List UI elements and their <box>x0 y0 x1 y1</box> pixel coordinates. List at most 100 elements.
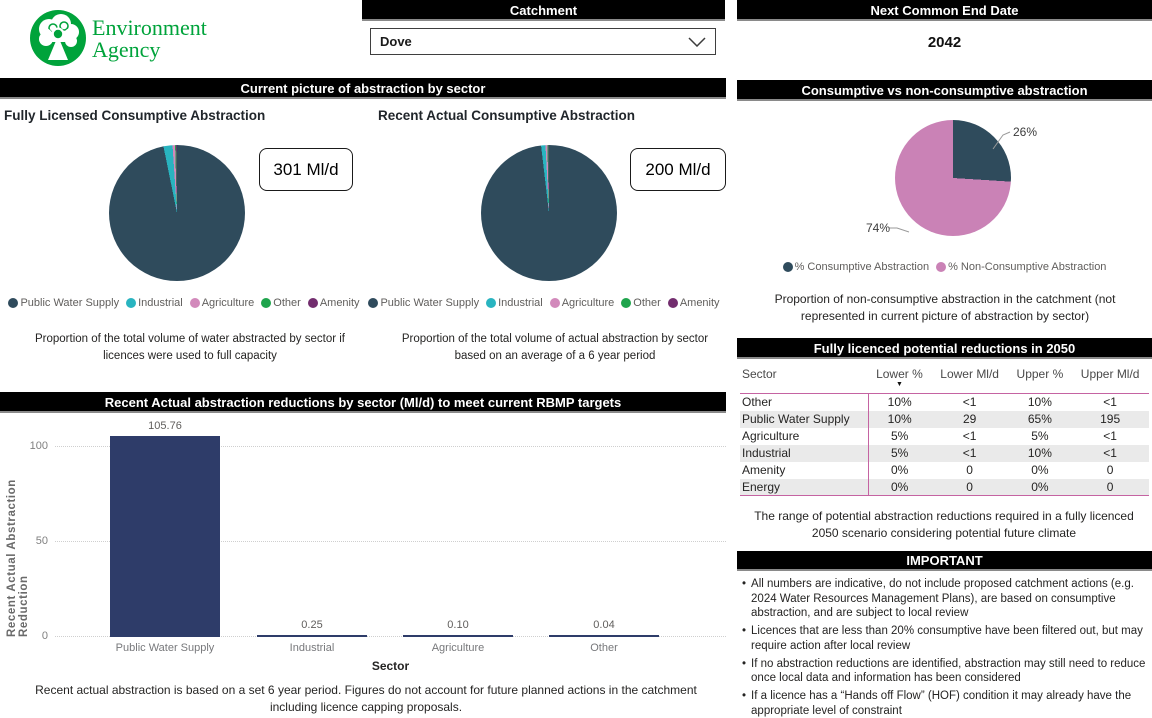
consumptive-section-header: Consumptive vs non-consumptive abstracti… <box>737 80 1152 101</box>
bar-group-public-water-supply: 105.76 <box>110 415 220 637</box>
bar-industrial[interactable] <box>257 635 367 637</box>
reductions-table-header: Fully licenced potential reductions in 2… <box>737 338 1152 359</box>
bar-value-label: 105.76 <box>148 420 182 432</box>
table-row: Energy 0% 0 0% 0 <box>740 478 1149 496</box>
column-header-lower-pct[interactable]: Lower % ▼ <box>868 364 931 394</box>
legend-dot-icon <box>936 262 947 272</box>
reductions-table: Sector Lower % ▼ Lower Ml/d Upper % Upper… <box>740 364 1149 496</box>
important-bullet-list: • All numbers are indicative, do not incl… <box>742 577 1150 718</box>
table-row: Industrial 5% <1 10% <1 <box>740 444 1149 462</box>
legend-item-amenity[interactable]: Amenity <box>307 297 360 309</box>
legend-item-agriculture[interactable]: Agriculture <box>189 297 254 309</box>
bullet-item: • All numbers are indicative, do not incl… <box>742 578 1134 620</box>
y-tick-0: 0 <box>41 630 48 642</box>
sort-descending-icon: ▼ <box>895 381 903 388</box>
catchment-header: Catchment <box>362 0 725 21</box>
bar-value-label: 0.25 <box>301 619 323 631</box>
legend-dot-icon <box>307 298 318 308</box>
bar-agriculture[interactable] <box>403 635 513 637</box>
table-row: Public Water Supply 10% 29 65% 195 <box>740 410 1149 428</box>
bar-group-agriculture: 0.10 <box>403 415 513 637</box>
legend-dot-icon <box>782 262 793 272</box>
environment-agency-logo: Environment Agency <box>28 8 260 73</box>
table-row: Amenity 0% 0 0% 0 <box>742 461 1114 479</box>
legend-item-industrial[interactable]: Industrial <box>486 297 543 309</box>
x-category-label: Public Water Supply <box>115 642 215 654</box>
bar-value-label: 0.10 <box>447 619 469 631</box>
legend-item-public-water-supply[interactable]: Public Water Supply <box>8 297 119 309</box>
licensed-pie-chart[interactable] <box>109 145 245 281</box>
legend-item-other[interactable]: Other <box>261 297 301 309</box>
column-header-lower-mld[interactable]: Lower Ml/d <box>930 364 1009 394</box>
catchment-dropdown-value: Dove <box>380 34 412 49</box>
environment-agency-logo-icon: Environment Agency <box>30 10 207 66</box>
legend-dot-icon <box>368 298 379 308</box>
reductions-table-caption: The range of potential abstraction reduc… <box>754 509 1134 540</box>
legend-dot-icon <box>8 298 19 308</box>
end-date-header: Next Common End Date <box>737 0 1152 21</box>
bar-group-other: 0.04 <box>549 415 659 637</box>
licensed-total-value: 301 Ml/d <box>273 159 339 179</box>
bar-chart-header: Recent Actual abstraction reductions by … <box>0 392 726 413</box>
chevron-down-icon[interactable] <box>688 36 706 47</box>
legend-dot-icon <box>261 298 272 308</box>
consumptive-pie-chart[interactable] <box>895 120 1011 236</box>
legend-item-industrial[interactable]: Industrial <box>126 297 183 309</box>
legend-dot-icon <box>549 298 560 308</box>
end-date-value: 2042 <box>927 34 962 51</box>
legend-item-consumptive[interactable]: % Consumptive Abstraction <box>782 261 929 273</box>
actual-pie-chart[interactable] <box>481 145 617 281</box>
bullet-item: • If no abstraction reductions are identi… <box>742 657 1146 685</box>
x-category-label: Industrial <box>289 642 335 654</box>
bar-value-label: 0.04 <box>593 619 615 631</box>
legend-item-non-consumptive[interactable]: % Non-Consumptive Abstraction <box>936 261 1106 273</box>
table-row: Agriculture 5% <1 5% <1 <box>742 427 1117 445</box>
bar-chart-x-axis-title: Sector <box>371 659 410 673</box>
bar-chart-plot-area: 105.76 0.25 0.10 0.04 <box>55 415 726 637</box>
bar-public-water-supply[interactable] <box>110 436 220 637</box>
legend-dot-icon <box>486 298 497 308</box>
legend-dot-icon <box>189 298 200 308</box>
y-tick-100: 100 <box>29 440 48 452</box>
actual-total-card: 200 Ml/d <box>630 148 726 191</box>
consumptive-pie-caption: Proportion of non-consumptive abstractio… <box>774 292 1116 323</box>
consumptive-percent-label: 26% <box>1013 125 1038 139</box>
consumptive-pie-legend: % Consumptive Abstraction % Non-Consumpt… <box>737 261 1152 273</box>
table-header-row: Sector Lower % ▼ Lower Ml/d Upper % Upper… <box>740 364 1149 394</box>
actual-total-value: 200 Ml/d <box>645 159 711 179</box>
non-consumptive-percent-label: 74% <box>865 221 890 235</box>
x-category-label: Other <box>590 642 618 654</box>
legend-dot-icon <box>126 298 137 308</box>
legend-item-public-water-supply[interactable]: Public Water Supply <box>368 297 479 309</box>
y-tick-50: 50 <box>35 535 48 547</box>
licensed-total-card: 301 Ml/d <box>259 148 353 191</box>
legend-dot-icon <box>667 298 678 308</box>
column-header-upper-mld[interactable]: Upper Ml/d <box>1071 364 1149 394</box>
svg-text:Environment: Environment <box>92 15 207 40</box>
bar-group-industrial: 0.25 <box>257 415 367 637</box>
sector-section-header: Current picture of abstraction by sector <box>0 78 726 99</box>
table-row: Other 10% <1 10% <1 <box>742 393 1117 411</box>
actual-pie-legend: Public Water Supply Industrial Agricultu… <box>362 297 726 309</box>
legend-item-amenity[interactable]: Amenity <box>667 297 720 309</box>
bar-other[interactable] <box>549 635 659 637</box>
licensed-pie-legend: Public Water Supply Industrial Agricultu… <box>0 297 368 309</box>
licensed-pie-caption: Proportion of the total volume of water … <box>34 333 346 362</box>
bullet-item: • If a licence has a “Hands off Flow” (HO… <box>742 690 1132 717</box>
column-header-upper-pct[interactable]: Upper % <box>1008 364 1072 394</box>
legend-item-agriculture[interactable]: Agriculture <box>549 297 614 309</box>
bar-chart-caption: Recent actual abstraction is based on a … <box>35 683 697 715</box>
legend-item-other[interactable]: Other <box>621 297 661 309</box>
gridline <box>55 541 726 542</box>
svg-text:Agency: Agency <box>92 37 160 62</box>
actual-pie-title: Recent Actual Consumptive Abstraction <box>378 108 636 123</box>
legend-dot-icon <box>621 298 632 308</box>
licensed-pie-title: Fully Licensed Consumptive Abstraction <box>4 108 266 123</box>
gridline <box>55 446 726 447</box>
bullet-item: • Licences that are less than 20% consump… <box>742 625 1143 652</box>
gridline <box>55 636 726 637</box>
catchment-dropdown[interactable]: Dove <box>370 28 716 55</box>
column-header-sector[interactable]: Sector <box>740 364 868 394</box>
actual-pie-caption: Proportion of the total volume of actual… <box>401 333 709 362</box>
